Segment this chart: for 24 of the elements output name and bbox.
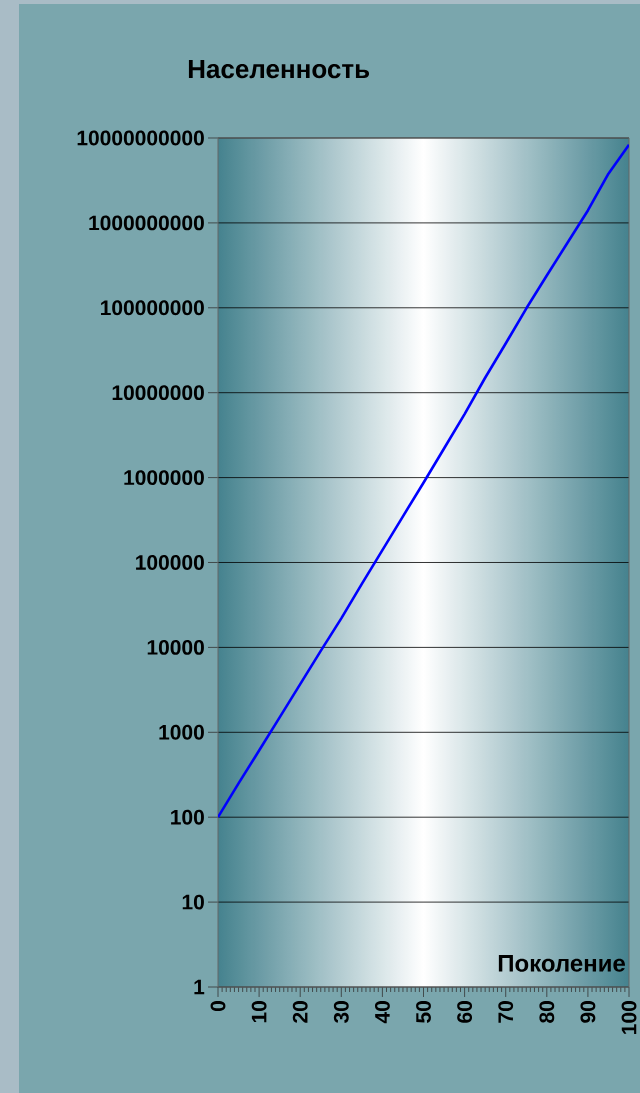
- y-tick-label: 100: [171, 809, 204, 825]
- chart-title: Населенность: [188, 60, 370, 79]
- y-tick-label: 10000000: [112, 385, 204, 401]
- y-tick-label: 1000000000: [89, 215, 204, 231]
- y-tick-label: 10: [182, 894, 204, 910]
- x-tick-label: 80: [539, 1001, 555, 1023]
- x-tick-label: 90: [580, 1001, 596, 1023]
- x-tick-label: 0: [210, 1001, 226, 1012]
- x-tick-label: 50: [416, 1001, 431, 1023]
- y-tick-label: 1: [194, 979, 205, 995]
- x-tick-label: 40: [374, 1001, 390, 1024]
- y-tick-label: 1000000: [124, 470, 204, 486]
- x-tick-label: 30: [333, 1001, 349, 1024]
- x-tick-label: 70: [498, 1001, 514, 1023]
- x-tick-label: 60: [457, 1001, 473, 1023]
- y-tick-label: 10000: [147, 639, 204, 655]
- x-tick-label: 10: [251, 1001, 267, 1023]
- y-tick-label: 100000000: [101, 300, 204, 316]
- y-tick-label: 1000: [159, 724, 204, 740]
- y-tick-label: 10000000000: [77, 130, 204, 146]
- x-axis-title: Поколение: [498, 955, 625, 972]
- x-tick-label: 20: [292, 1001, 308, 1023]
- x-tick-label: 100: [621, 1001, 637, 1034]
- y-tick-label: 100000: [136, 555, 204, 570]
